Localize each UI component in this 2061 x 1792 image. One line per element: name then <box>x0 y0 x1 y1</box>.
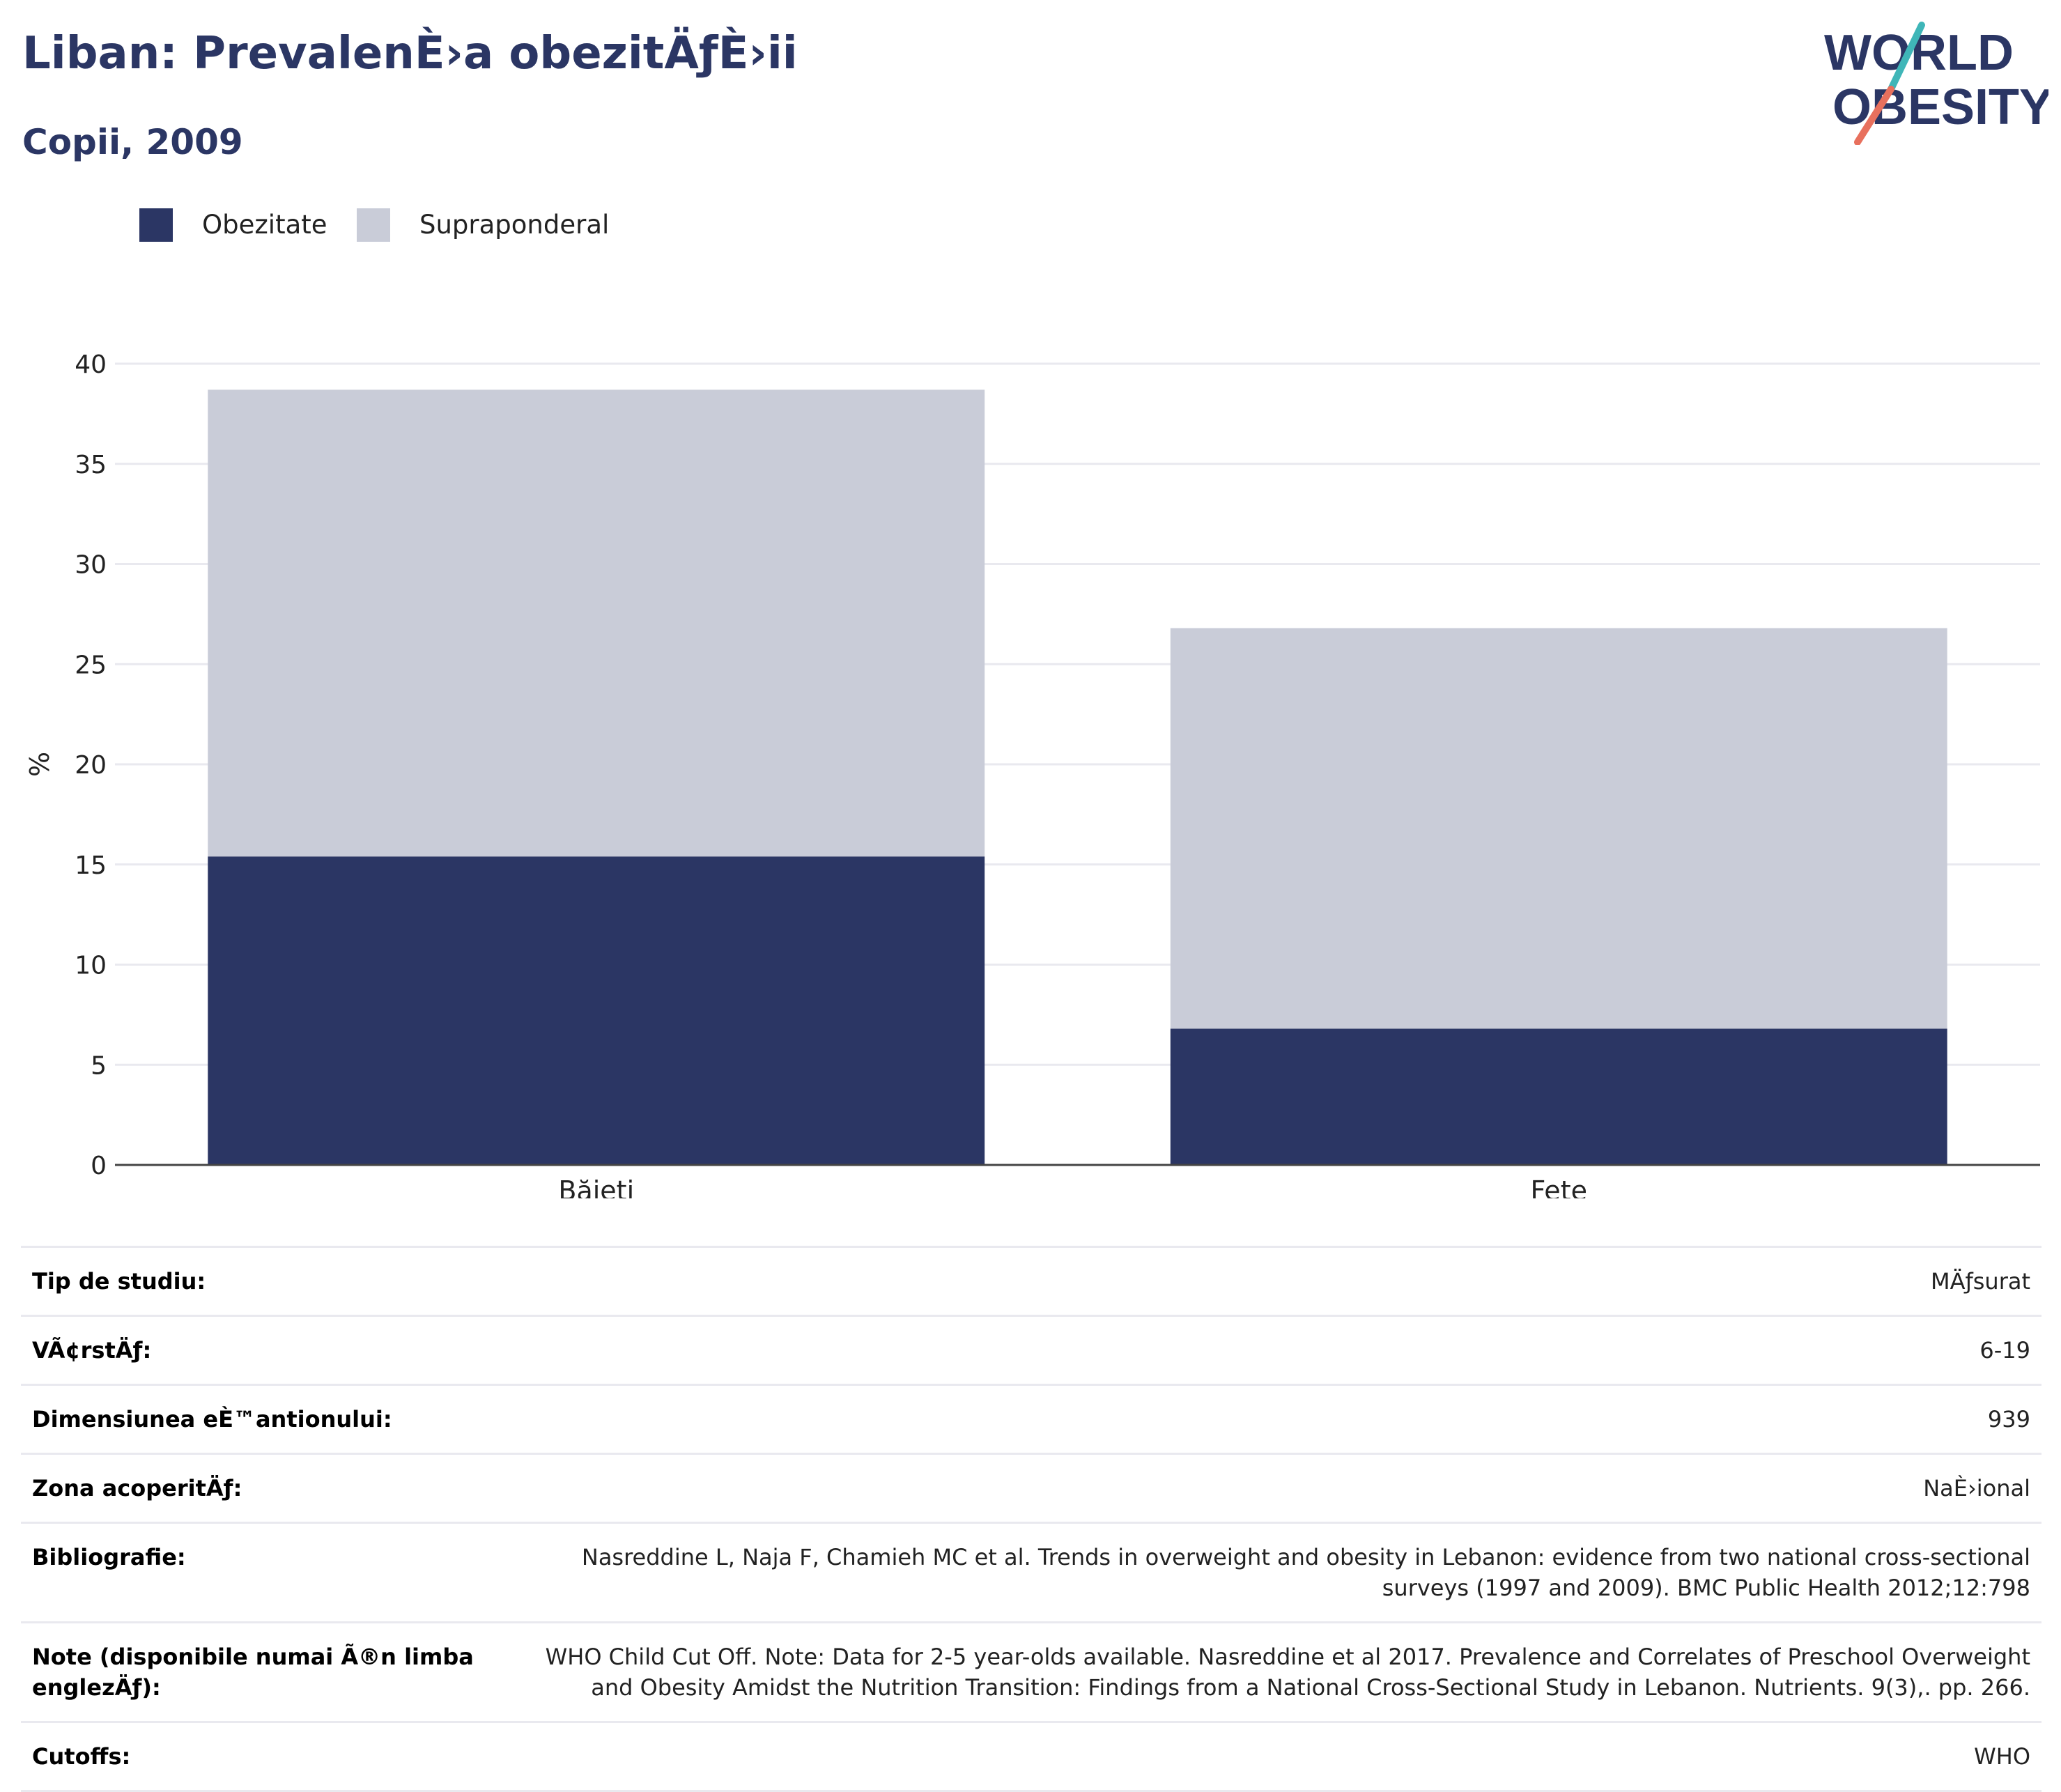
logo-slash-bottom <box>1854 86 1894 145</box>
info-label: VÃ¢rstÄƒ: <box>32 1337 152 1364</box>
info-row: Zona acoperitÄƒ: NaÈ›ional <box>21 1453 2041 1523</box>
bars <box>208 389 1947 1165</box>
info-label: Cutoffs: <box>32 1743 131 1770</box>
y-axis-label: % <box>24 752 55 777</box>
bar-supraponderal-1[interactable] <box>1170 628 1947 1029</box>
legend-swatch-obezitate <box>139 208 173 242</box>
legend-label-obezitate: Obezitate <box>202 210 327 240</box>
info-row: VÃ¢rstÄƒ: 6-19 <box>21 1315 2041 1385</box>
legend-label-supraponderal: Supraponderal <box>419 210 610 240</box>
y-tick-label: 30 <box>75 551 107 580</box>
bar-obezitate-1[interactable] <box>1170 1028 1947 1166</box>
info-value: Nasreddine L, Naja F, Chamieh MC et al. … <box>581 1544 2030 1601</box>
y-tick-label: 35 <box>75 451 107 479</box>
info-label: Dimensiunea eÈ™antionului: <box>32 1406 392 1432</box>
logo-slash-top <box>1888 22 1925 93</box>
stacked-bar-chart: 0 5 10 15 20 25 30 35 40% Băieți Fete <box>24 350 2040 1198</box>
legend-swatch-supraponderal <box>357 208 390 242</box>
info-label: Bibliografie: <box>32 1544 186 1570</box>
y-tick-label: 40 <box>75 350 107 379</box>
y-tick-label: 20 <box>75 751 107 780</box>
bar-supraponderal-0[interactable] <box>208 389 985 857</box>
info-value: MÄƒsurat <box>1930 1268 2030 1295</box>
info-value: WHO Child Cut Off. Note: Data for 2-5 ye… <box>545 1644 2030 1701</box>
info-label: Tip de studiu: <box>32 1268 206 1295</box>
study-info-table: Tip de studiu: MÄƒsurat VÃ¢rstÄƒ: 6-19 Dimen… <box>21 1246 2041 1792</box>
y-tick-label: 15 <box>75 851 107 880</box>
bar-obezitate-0[interactable] <box>208 856 985 1165</box>
axes: 0 5 10 15 20 25 30 35 40% Băieți Fete <box>24 350 2040 1198</box>
y-tick-label: 0 <box>91 1152 107 1180</box>
info-row: Dimensiunea eÈ™antionului: 939 <box>21 1384 2041 1454</box>
x-tick-label: Băieți <box>558 1175 634 1198</box>
y-tick-label: 10 <box>75 952 107 980</box>
y-tick-label: 25 <box>75 651 107 679</box>
info-row: Bibliografie: Nasreddine L, Naja F, Chami… <box>21 1522 2041 1623</box>
x-tick-label: Fete <box>1531 1175 1587 1198</box>
info-value: WHO <box>1974 1743 2030 1770</box>
chart-title: Liban: PrevalenÈ›a obezitÄƒÈ›ii <box>22 28 798 79</box>
info-value: 6-19 <box>1979 1337 2030 1364</box>
info-label: Zona acoperitÄƒ: <box>32 1475 242 1501</box>
info-row: Note (disponibile numai Ã®n limba englez… <box>21 1622 2041 1722</box>
info-value: 939 <box>1987 1406 2030 1432</box>
info-value: NaÈ›ional <box>1923 1475 2030 1501</box>
info-row: Tip de studiu: MÄƒsurat <box>21 1246 2041 1316</box>
world-obesity-logo: WORLD OBESITY <box>1824 22 2048 145</box>
y-tick-label: 5 <box>91 1051 107 1080</box>
info-row: Cutoffs: WHO <box>21 1722 2041 1791</box>
info-label: Note (disponibile numai Ã®n limba englez… <box>32 1644 474 1701</box>
chart-subtitle: Copii, 2009 <box>22 122 243 162</box>
